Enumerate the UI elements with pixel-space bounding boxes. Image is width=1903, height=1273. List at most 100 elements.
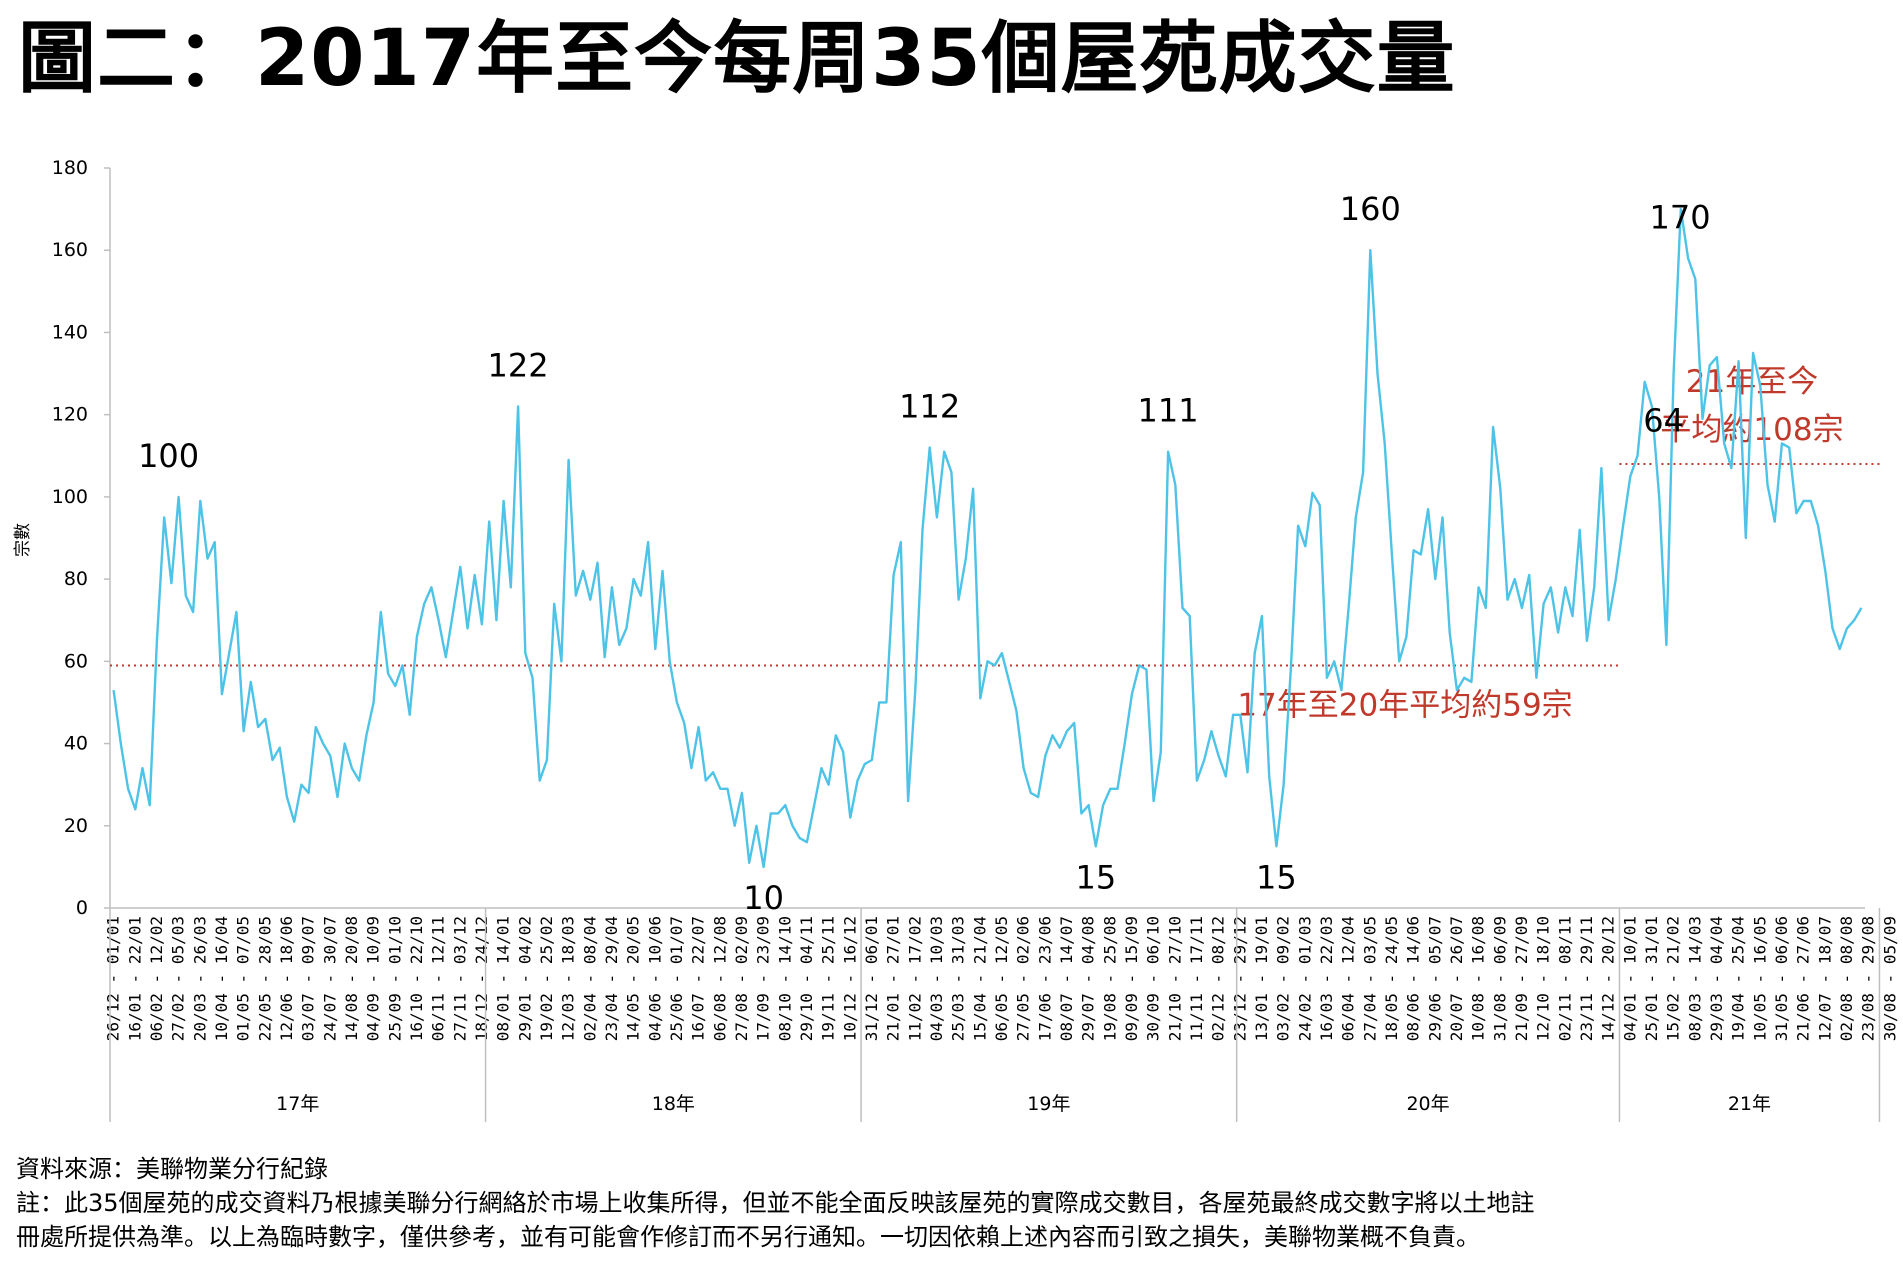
x-tick-label: 27/04 - 03/05: [1360, 916, 1379, 1041]
x-tick-label: 11/02 - 17/02: [905, 916, 924, 1041]
x-tick-label: 12/10 - 18/10: [1534, 916, 1553, 1041]
x-tick-label: 23/04 - 29/04: [602, 916, 621, 1041]
x-tick-label: 02/12 - 08/12: [1209, 916, 1228, 1041]
y-tick-label: 100: [52, 486, 88, 508]
x-tick-label: 08/07 - 14/07: [1057, 916, 1076, 1041]
x-tick-label: 23/12 - 29/12: [1230, 916, 1249, 1041]
x-tick-label: 31/05 - 06/06: [1772, 916, 1791, 1041]
x-tick-label: 11/11 - 17/11: [1187, 916, 1206, 1041]
x-tick-label: 08/01 - 14/01: [494, 916, 513, 1041]
x-tick-label: 21/10 - 27/10: [1165, 916, 1184, 1041]
x-tick-label: 29/10 - 04/11: [797, 916, 816, 1041]
x-tick-label: 16/07 - 22/07: [689, 916, 708, 1041]
x-tick-label: 04/06 - 10/06: [645, 916, 664, 1041]
group-label: 17年: [276, 1093, 319, 1115]
x-tick-label: 08/03 - 14/03: [1685, 916, 1704, 1041]
x-tick-label: 26/12 - 01/01: [104, 916, 123, 1041]
x-tick-label: 14/12 - 20/12: [1599, 916, 1618, 1041]
x-tick-label: 04/03 - 10/03: [927, 916, 946, 1041]
x-tick-label: 10/12 - 16/12: [840, 916, 859, 1041]
y-tick-label: 160: [52, 239, 88, 261]
x-tick-label: 25/09 - 01/10: [385, 916, 404, 1041]
peak-annotations: 100 122 10 112 15 111 15 160 170 64 73: [138, 0, 1903, 917]
x-tick-label: 02/04 - 08/04: [580, 916, 599, 1041]
x-tick-label: 27/08 - 02/09: [732, 916, 751, 1041]
x-tick-label: 24/02 - 01/03: [1295, 916, 1314, 1041]
x-tick-label: 14/08 - 20/08: [342, 916, 361, 1041]
y-tick-label: 80: [64, 568, 88, 590]
group-label: 19年: [1027, 1093, 1070, 1115]
x-tick-label: 24/07 - 30/07: [320, 916, 339, 1041]
x-tick-label: 31/12 - 06/01: [862, 916, 881, 1041]
x-tick-label: 27/02 - 05/03: [169, 916, 188, 1041]
peak-label: 64: [1643, 402, 1684, 440]
peak-label: 10: [743, 879, 784, 917]
x-tick-label: 19/04 - 25/04: [1729, 916, 1748, 1041]
x-tick-label: 27/05 - 02/06: [1014, 916, 1033, 1041]
x-tick-label: 30/08 - 05/09: [1880, 916, 1899, 1041]
x-tick-label: 19/08 - 25/08: [1100, 916, 1119, 1041]
x-tick-label: 29/01 - 04/02: [515, 916, 534, 1041]
group-label: 21年: [1728, 1093, 1771, 1115]
x-tick-label: 21/06 - 27/06: [1794, 916, 1813, 1041]
x-tick-label: 30/09 - 06/10: [1144, 916, 1163, 1041]
axes: [109, 168, 1865, 909]
x-tick-label: 06/11 - 12/11: [429, 916, 448, 1041]
peak-label: 73: [1884, 0, 1903, 8]
y-tick-label: 40: [64, 733, 88, 755]
y-tick-label: 180: [52, 157, 88, 179]
x-tick-label: 02/08 - 08/08: [1837, 916, 1856, 1041]
x-tick-label: 12/07 - 18/07: [1815, 916, 1834, 1041]
x-tick-label: 10/08 - 16/08: [1469, 916, 1488, 1041]
x-tick-label: 18/05 - 24/05: [1382, 916, 1401, 1041]
x-tick-label: 27/11 - 03/12: [450, 916, 469, 1041]
x-tick-label: 03/07 - 09/07: [299, 916, 318, 1041]
x-tick-label: 22/05 - 28/05: [255, 916, 274, 1041]
x-tick-label: 19/11 - 25/11: [819, 916, 838, 1041]
x-tick-label: 10/04 - 16/04: [212, 916, 231, 1041]
y-tick-label: 140: [52, 321, 88, 343]
x-tick-label: 31/08 - 06/09: [1490, 916, 1509, 1041]
x-tick-label: 23/11 - 29/11: [1577, 916, 1596, 1041]
x-tick-label: 06/02 - 12/02: [147, 916, 166, 1041]
y-tick-label: 0: [76, 897, 88, 919]
x-tick-label: 08/10 - 14/10: [775, 916, 794, 1041]
x-tick-label: 14/05 - 20/05: [624, 916, 643, 1041]
series-line: [112, 207, 1863, 869]
x-tick-label: 23/08 - 29/08: [1859, 916, 1878, 1041]
average-label-2021-line2: 平均約108宗: [1660, 412, 1843, 448]
x-tick-label: 18/12 - 24/12: [472, 916, 491, 1041]
x-tick-label: 17/09 - 23/09: [754, 916, 773, 1041]
x-tick-label: 16/01 - 22/01: [125, 916, 144, 1041]
x-tick-label: 29/03 - 04/04: [1707, 916, 1726, 1041]
x-tick-label: 15/04 - 21/04: [970, 916, 989, 1041]
note-line-2: 冊處所提供為準。以上為臨時數字，僅供參考，並有可能會作修訂而不另行通知。一切因依…: [16, 1223, 1480, 1251]
footer: 資料來源：美聯物業分行紀錄 註：此35個屋苑的成交資料乃根據美聯分行網絡於市場上…: [16, 1152, 1535, 1254]
x-tick-label: 17/06 - 23/06: [1035, 916, 1054, 1041]
x-tick-label: 25/01 - 31/01: [1642, 916, 1661, 1041]
x-tick-label: 12/06 - 18/06: [277, 916, 296, 1041]
x-tick-label: 21/01 - 27/01: [884, 916, 903, 1041]
peak-label: 170: [1650, 198, 1711, 236]
x-tick-label: 25/03 - 31/03: [949, 916, 968, 1041]
y-tick-label: 20: [64, 815, 88, 837]
x-tick-label: 15/02 - 21/02: [1664, 916, 1683, 1041]
x-tick-label: 29/06 - 05/07: [1425, 916, 1444, 1041]
peak-label: 160: [1340, 190, 1401, 228]
x-tick-label: 29/07 - 04/08: [1079, 916, 1098, 1041]
x-tick-label: 06/04 - 12/04: [1339, 916, 1358, 1041]
average-label-2017-2020: 17年至20年平均約59宗: [1237, 687, 1572, 723]
page-title: 圖二：2017年至今每周35個屋苑成交量: [18, 14, 1456, 104]
x-tick-label: 25/06 - 01/07: [667, 916, 686, 1041]
source-text: 資料來源：美聯物業分行紀錄: [16, 1155, 328, 1183]
x-tick-label: 21/09 - 27/09: [1512, 916, 1531, 1041]
peak-label: 15: [1256, 858, 1297, 896]
x-axis-groups: 17年 18年 19年 20年 21年: [109, 908, 1881, 1122]
group-label: 20年: [1406, 1093, 1449, 1115]
x-axis-ticks: 26/12 - 01/01 16/01 - 22/01 06/02 - 12/02 2…: [104, 916, 1900, 1041]
x-tick-label: 19/02 - 25/02: [537, 916, 556, 1041]
x-tick-label: 08/06 - 14/06: [1404, 916, 1423, 1041]
x-tick-label: 20/03 - 26/03: [190, 916, 209, 1041]
note-line-1: 註：此35個屋苑的成交資料乃根據美聯分行網絡於市場上收集所得，但並不能全面反映該…: [16, 1189, 1535, 1217]
x-tick-label: 16/10 - 22/10: [407, 916, 426, 1041]
